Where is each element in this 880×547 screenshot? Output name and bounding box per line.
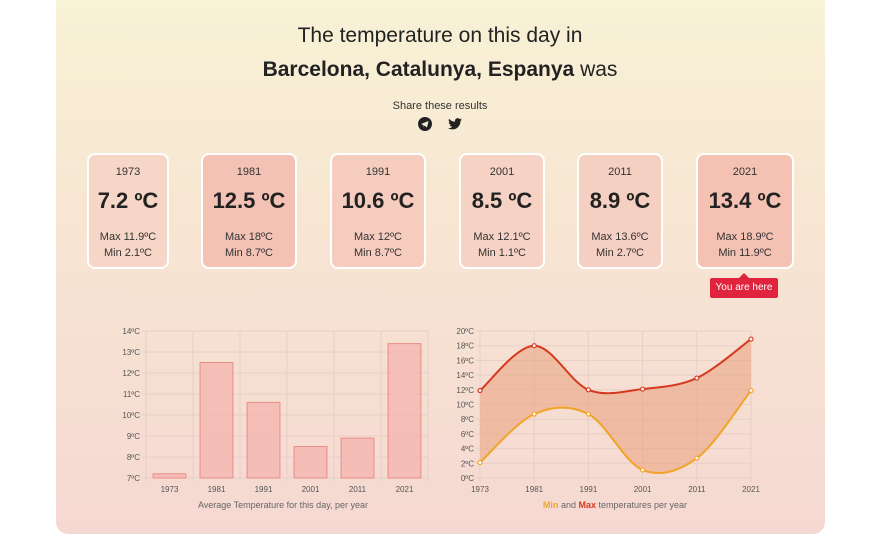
bar-x-tick-label: 2011 xyxy=(349,485,367,494)
bar-y-tick-label: 8ºC xyxy=(127,453,140,462)
card-year: 1991 xyxy=(365,166,391,178)
min-series-line xyxy=(479,389,752,475)
bar-2021 xyxy=(387,343,422,479)
max-point-2011 xyxy=(694,375,700,381)
card-average: 12.5 ºC xyxy=(212,188,286,213)
line-y-tick-label: 16ºC xyxy=(456,356,474,365)
line-chart-title-and: and xyxy=(560,500,576,510)
line-y-tick-label: 18ºC xyxy=(456,342,474,351)
card-year: 2011 xyxy=(608,166,632,178)
line-y-tick-label: 2ºC xyxy=(461,459,474,468)
card-year: 2001 xyxy=(489,166,515,178)
min-max-line-chart: 0ºC 2ºC 4ºC 6ºC 8ºC 10ºC 12ºC 14ºC 16ºC 18ºC 20ºC 1… xyxy=(456,327,760,494)
bar-x-tick-label: 1973 xyxy=(161,485,179,494)
telegram-icon[interactable] xyxy=(417,116,433,132)
card-max: Max 11.9ºC xyxy=(99,231,157,243)
card-min: Min 8.7ºC xyxy=(224,247,274,259)
title-suffix: was xyxy=(580,58,618,81)
year-card-current: 2021 13.4 ºC Max 18.9ºC Min 11.9ºC xyxy=(696,153,794,269)
bar-y-tick-label: 12ºC xyxy=(122,369,140,378)
card-min: Min 2.7ºC xyxy=(595,247,645,259)
line-chart-title-min: Min xyxy=(542,500,559,510)
bar-y-tick-label: 14ºC xyxy=(122,327,140,336)
line-y-tick-label: 10ºC xyxy=(456,401,474,410)
bar-1991 xyxy=(246,401,281,479)
max-point-2021 xyxy=(748,336,754,342)
bar-x-tick-label: 1991 xyxy=(255,485,273,494)
line-x-tick-label: 2001 xyxy=(634,485,652,494)
card-max: Max 12ºC xyxy=(353,231,403,243)
year-card: 1991 10.6 ºC Max 12ºC Min 8.7ºC xyxy=(330,153,426,269)
location-title: Barcelona, Catalunya, Espanya was xyxy=(0,58,880,82)
card-min: Min 2.1ºC xyxy=(103,247,153,259)
min-point-1991 xyxy=(585,411,591,417)
card-average: 8.9 ºC xyxy=(589,188,651,213)
bar-y-tick-label: 9ºC xyxy=(127,432,140,441)
card-min: Min 1.1ºC xyxy=(477,247,527,259)
card-average: 13.4 ºC xyxy=(708,188,782,213)
bar-y-tick-label: 10ºC xyxy=(122,411,140,420)
bar-2001 xyxy=(293,446,328,479)
bar-1981 xyxy=(199,362,234,479)
line-chart-title: Min and Max temperatures per year xyxy=(480,500,750,510)
card-max: Max 18.9ºC xyxy=(716,231,774,243)
line-chart-title-max: Max xyxy=(578,500,596,510)
average-temperature-bar-chart: 7ºC 8ºC 9ºC 10ºC 11ºC 12ºC 13ºC 14ºC 1973 1981 199… xyxy=(122,327,429,494)
line-x-tick-label: 2021 xyxy=(742,485,760,494)
min-point-1973 xyxy=(477,459,483,466)
bar-x-tick-label: 2021 xyxy=(396,485,414,494)
year-card: 1973 7.2 ºC Max 11.9ºC Min 2.1ºC xyxy=(87,153,169,269)
card-year: 2021 xyxy=(732,166,758,178)
card-year: 1973 xyxy=(115,166,141,178)
line-y-tick-label: 4ºC xyxy=(461,445,474,454)
bar-x-tick-label: 2001 xyxy=(302,485,320,494)
share-label: Share these results xyxy=(392,100,488,112)
line-y-tick-label: 6ºC xyxy=(461,430,474,439)
twitter-icon[interactable] xyxy=(447,116,463,132)
line-x-tick-label: 1973 xyxy=(471,485,489,494)
city-name: Barcelona, Catalunya, Espanya xyxy=(262,58,575,81)
bar-chart-title: Average Temperature for this day, per ye… xyxy=(197,500,369,510)
page-title: The temperature on this day in xyxy=(297,24,583,47)
max-series-line xyxy=(479,338,752,395)
line-y-tick-label: 0ºC xyxy=(461,474,474,483)
min-point-2001 xyxy=(640,467,646,473)
card-max: Max 18ºC xyxy=(224,231,274,243)
max-point-2001 xyxy=(640,386,646,392)
card-average: 8.5 ºC xyxy=(471,188,533,213)
card-max: Max 12.1ºC xyxy=(473,231,531,243)
card-min: Min 11.9ºC xyxy=(718,247,772,259)
year-card: 1981 12.5 ºC Max 18ºC Min 8.7ºC xyxy=(201,153,297,269)
card-year: 1981 xyxy=(236,166,262,178)
line-chart-title-rest: temperatures per year xyxy=(598,500,688,510)
line-x-tick-label: 1991 xyxy=(580,485,598,494)
year-card: 2001 8.5 ºC Max 12.1ºC Min 1.1ºC xyxy=(459,153,545,269)
max-point-1981 xyxy=(531,343,537,349)
line-y-tick-label: 14ºC xyxy=(456,371,474,380)
max-point-1991 xyxy=(585,387,591,393)
bar-x-tick-label: 1981 xyxy=(208,485,226,494)
min-max-band xyxy=(480,339,751,474)
max-point-1973 xyxy=(477,387,483,394)
bar-2011 xyxy=(340,437,375,479)
card-average: 10.6 ºC xyxy=(341,188,415,213)
bar-1973 xyxy=(152,473,187,479)
you-are-here-badge: You are here xyxy=(710,273,778,298)
line-y-tick-label: 8ºC xyxy=(461,415,474,424)
line-x-tick-label: 2011 xyxy=(688,485,706,494)
line-x-tick-label: 1981 xyxy=(525,485,543,494)
min-point-2021 xyxy=(748,387,754,394)
bar-y-tick-label: 7ºC xyxy=(127,474,140,483)
line-y-tick-label: 12ºC xyxy=(456,386,474,395)
year-card: 2011 8.9 ºC Max 13.6ºC Min 2.7ºC xyxy=(577,153,663,269)
card-min: Min 8.7ºC xyxy=(353,247,403,259)
card-max: Max 13.6ºC xyxy=(591,231,649,243)
bar-y-tick-label: 13ºC xyxy=(122,348,140,357)
min-point-1981 xyxy=(531,411,537,417)
card-average: 7.2 ºC xyxy=(97,188,159,213)
bar-y-tick-label: 11ºC xyxy=(123,390,140,399)
share-icons xyxy=(0,116,880,137)
line-y-tick-label: 20ºC xyxy=(456,327,474,336)
min-point-2011 xyxy=(694,455,700,461)
